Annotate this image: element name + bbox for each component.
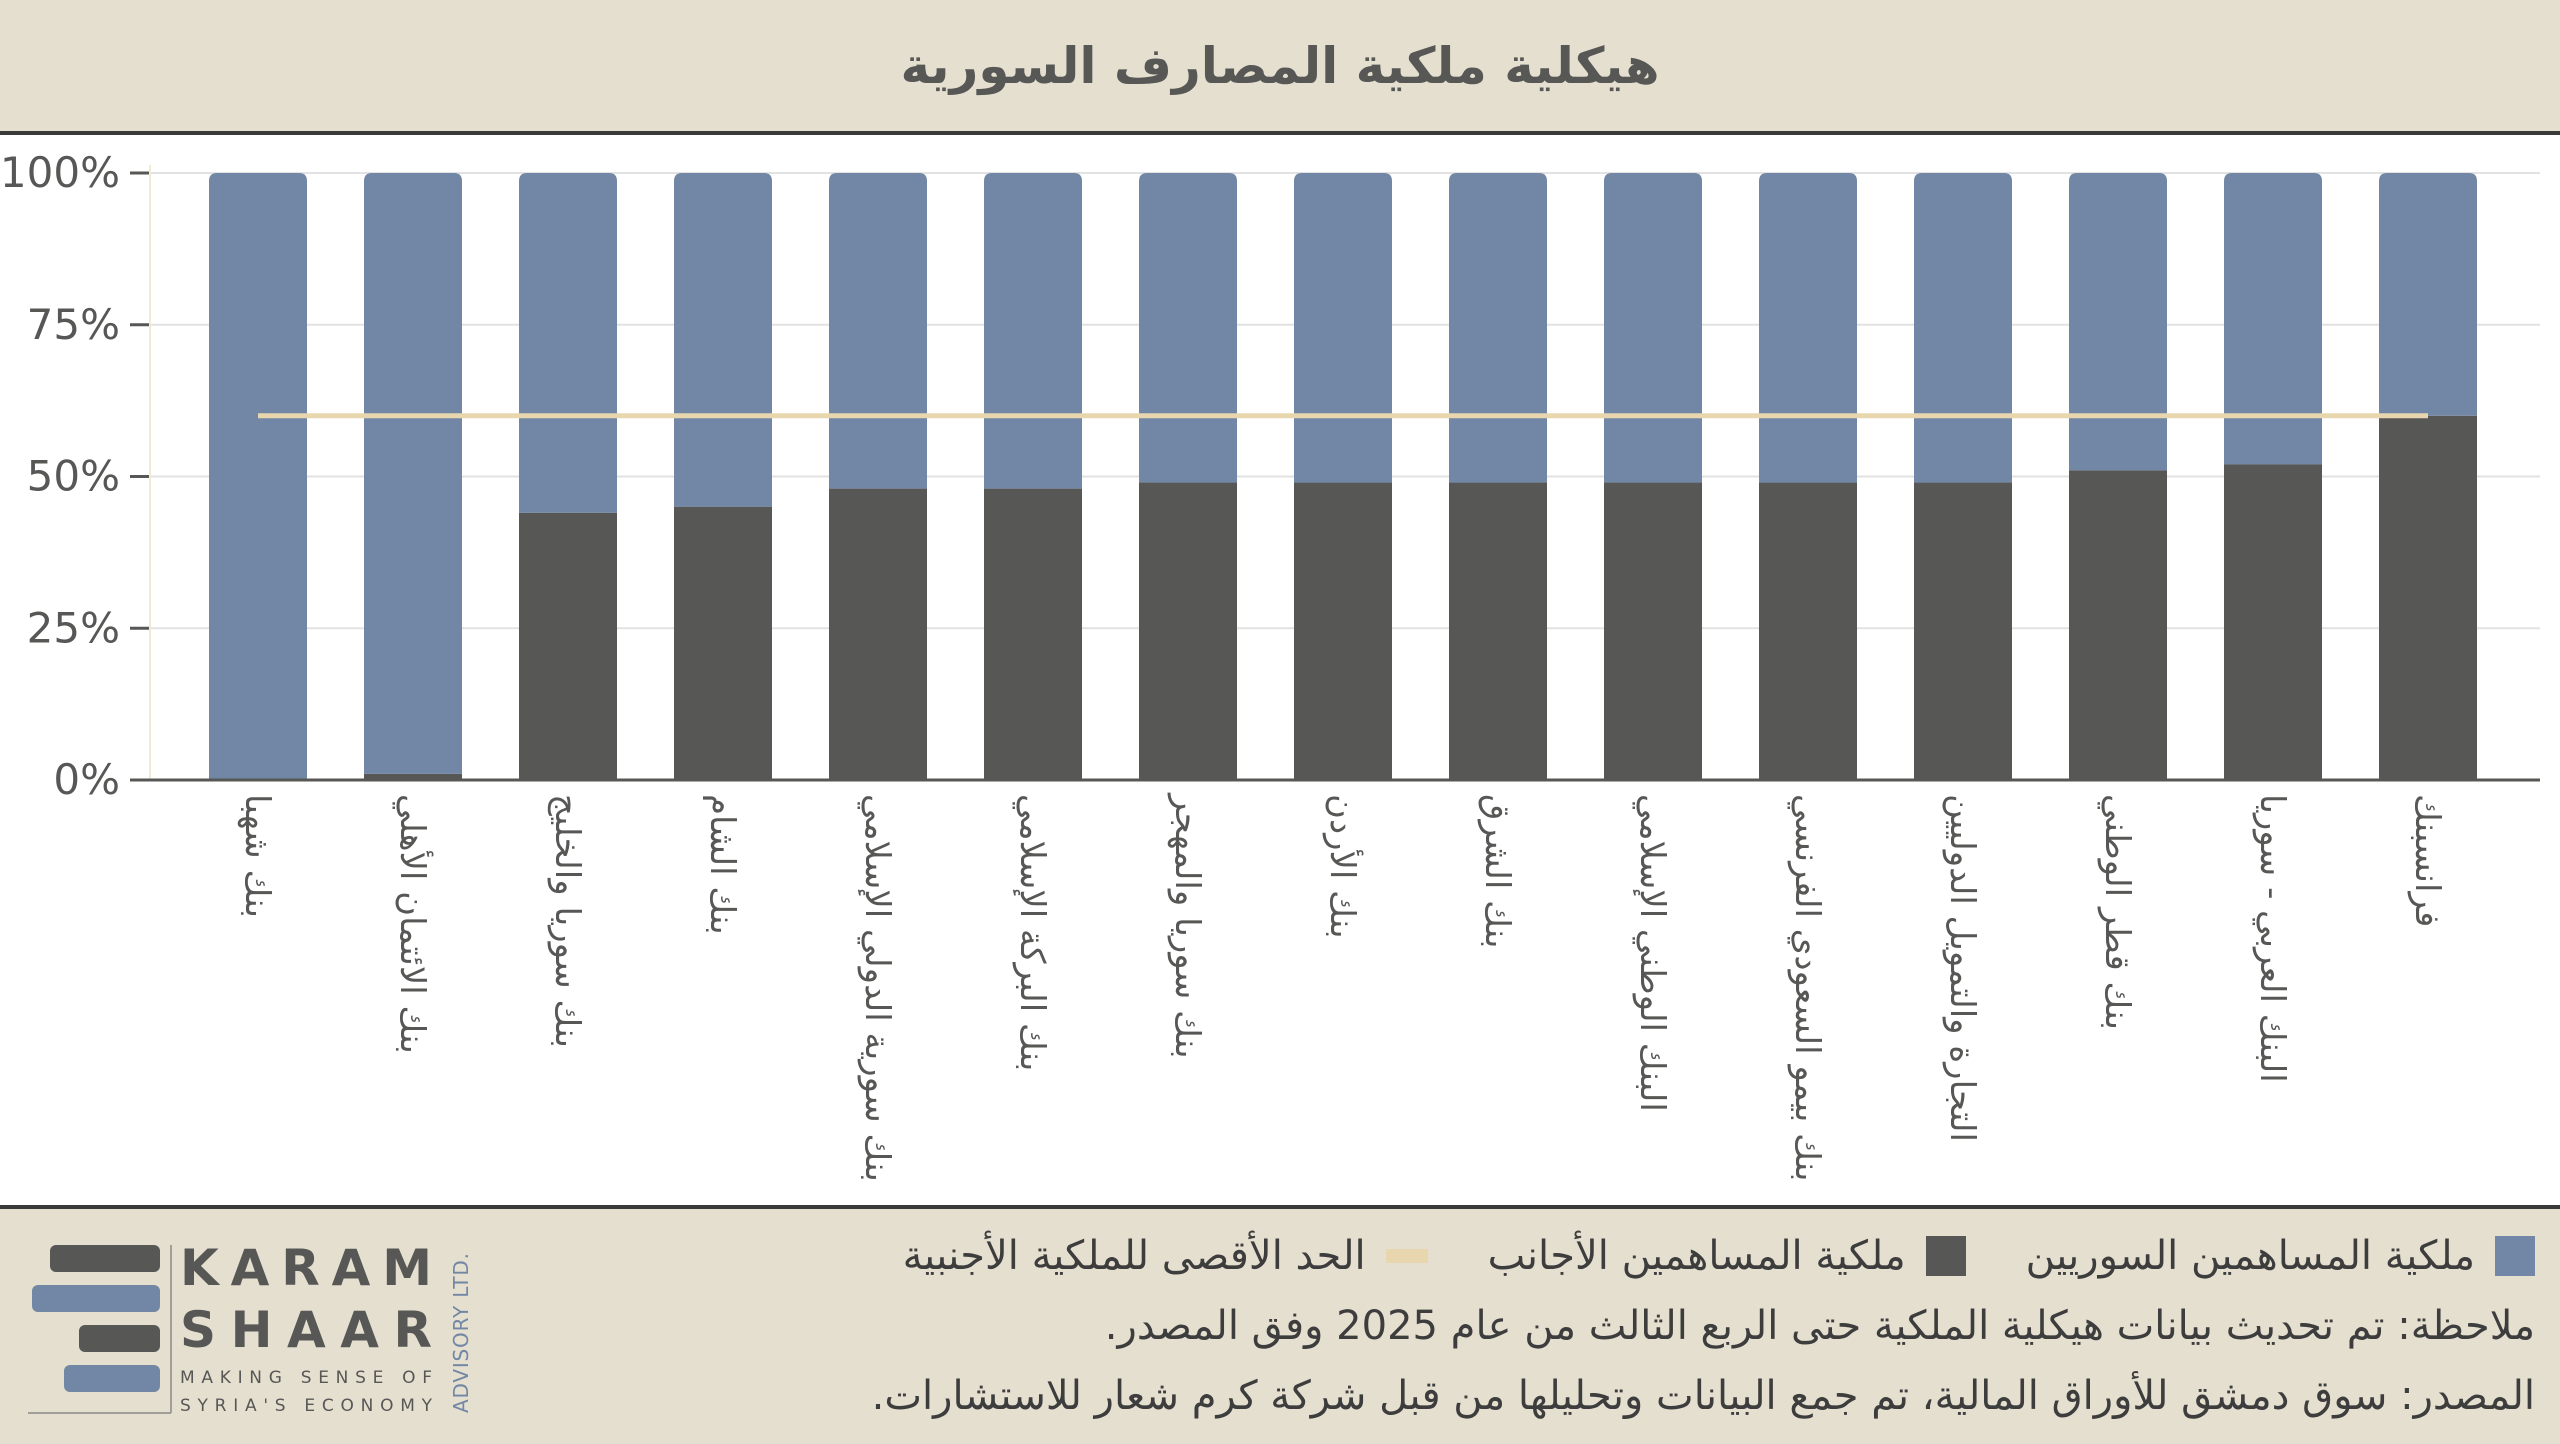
legend-item-limit: الحد الأقصى للملكية الأجنبية	[903, 1233, 1428, 1279]
logo-side-text: ADVISORY LTD.	[449, 1253, 473, 1413]
x-tick-label: بنك البركة الإسلامي	[1012, 794, 1052, 1071]
y-tick-label: 100%	[0, 148, 120, 197]
bar-syrian-ownership	[364, 173, 462, 774]
x-tick-label: بنك سورية الدولي الإسلامي	[857, 794, 897, 1182]
bar-foreign-ownership	[829, 488, 927, 780]
bar-foreign-ownership	[2379, 415, 2477, 780]
legend-label-limit: الحد الأقصى للملكية الأجنبية	[902, 1233, 1366, 1279]
bar-foreign-ownership	[364, 773, 462, 780]
y-tick-label: 0%	[53, 755, 120, 804]
x-tick-label: بنك الشام	[702, 794, 742, 935]
x-tick-label: البنك الوطني الإسلامي	[1632, 794, 1672, 1112]
bar-syrian-ownership	[829, 173, 927, 489]
bar-foreign-ownership	[1449, 482, 1547, 780]
bar-foreign-ownership	[674, 506, 772, 780]
bar-syrian-ownership	[519, 173, 617, 513]
legend-label-foreign: ملكية المساهمين الأجانب	[1487, 1233, 1906, 1279]
legend-swatch-foreign	[1925, 1236, 1966, 1276]
logo-tagline2: SYRIA'S ECONOMY	[180, 1396, 433, 1416]
y-tick-label: 25%	[27, 603, 120, 652]
y-tick-label: 50%	[27, 452, 120, 501]
karam-shaar-logo: KARAM SHAAR MAKING SENSE OF SYRIA'S ECON…	[28, 1239, 473, 1416]
x-tick-label: بنك الأردن	[1322, 794, 1364, 939]
source-text: المصدر: سوق دمشق للأوراق المالية، تم جمع…	[871, 1373, 2535, 1419]
bar-foreign-ownership	[2069, 470, 2167, 780]
bar-syrian-ownership	[2379, 173, 2477, 416]
logo-line2: SHAAR	[180, 1301, 432, 1359]
x-tick-label: البنك العربي - سوريا	[2252, 794, 2292, 1083]
bar-syrian-ownership	[2069, 173, 2167, 471]
bar-foreign-ownership	[1139, 482, 1237, 780]
x-tick-label: بنك شهبا	[237, 794, 277, 918]
bar-syrian-ownership	[1294, 173, 1392, 483]
chart-title: هيكلية ملكية المصارف السورية	[900, 36, 1660, 95]
bar-syrian-ownership	[2224, 173, 2322, 465]
bar-chart: 0% 25% 50% 75% 100% بنك شهبا بنك الائتمان الأه…	[0, 148, 2540, 1182]
bar-syrian-ownership	[674, 173, 772, 507]
bar-foreign-ownership	[1294, 482, 1392, 780]
bar-syrian-ownership	[1604, 173, 1702, 483]
bar-foreign-ownership	[1604, 482, 1702, 780]
x-tick-label: بنك الائتمان الأهلي	[392, 794, 434, 1054]
bar-foreign-ownership	[984, 488, 1082, 780]
footer: ملكية المساهمين السوريين ملكية المساهمين…	[0, 1205, 2560, 1444]
legend-label-syrian: ملكية المساهمين السوريين	[2025, 1233, 2475, 1279]
x-tick-label: بنك سوريا والخليج	[547, 794, 587, 1048]
note-text: ملاحظة: تم تحديث بيانات هيكلية الملكية ح…	[1104, 1303, 2535, 1349]
logo-line1: KARAM	[180, 1239, 432, 1297]
logo-tagline1: MAKING SENSE OF	[180, 1368, 432, 1388]
x-tick-label: بنك سوريا والمهجر	[1167, 792, 1207, 1059]
bar-foreign-ownership	[1759, 482, 1857, 780]
bar-syrian-ownership	[984, 173, 1082, 489]
legend-item-syrian: ملكية المساهمين السوريين	[2026, 1233, 2535, 1279]
x-tick-label: التجارة والتمويل الدوليين	[1942, 794, 1982, 1142]
x-tick-label: بنك قطر الوطني	[2097, 794, 2137, 1030]
bar-syrian-ownership	[1914, 173, 2012, 483]
x-tick-label: بنك بيمو السعودي الفرنسي	[1787, 794, 1827, 1182]
legend-swatch-limit	[1385, 1249, 1428, 1263]
bar-foreign-ownership	[1914, 482, 2012, 780]
bar-syrian-ownership	[1759, 173, 1857, 483]
legend-item-foreign: ملكية المساهمين الأجانب	[1488, 1233, 1966, 1279]
legend-swatch-syrian	[2495, 1236, 2535, 1276]
legend: ملكية المساهمين السوريين ملكية المساهمين…	[903, 1233, 2535, 1279]
bar-foreign-ownership	[2224, 464, 2322, 780]
bar-foreign-ownership	[519, 512, 617, 780]
bar-syrian-ownership	[1139, 173, 1237, 483]
x-tick-label: فرانسبنك	[2407, 794, 2447, 927]
x-tick-label: بنك الشرق	[1477, 794, 1517, 948]
chart-header: هيكلية ملكية المصارف السورية	[0, 0, 2560, 135]
bar-syrian-ownership	[1449, 173, 1547, 483]
y-tick-label: 75%	[27, 300, 120, 349]
bar-syrian-ownership	[209, 173, 307, 780]
